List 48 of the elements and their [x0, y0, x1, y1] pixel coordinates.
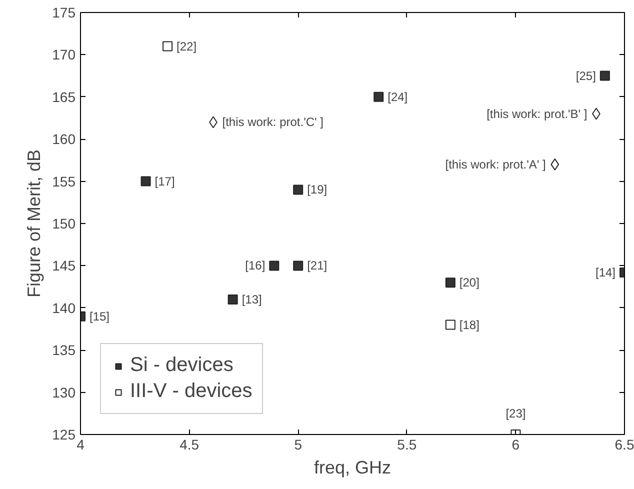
y-tick-label: 170 [52, 46, 76, 63]
annotation: [this work: prot.'C' ] [222, 115, 324, 130]
y-tick-label: 130 [52, 384, 76, 400]
x-tick-label: 5.5 [397, 436, 417, 452]
annotation: [14] [595, 265, 616, 280]
y-tick-label: 125 [52, 426, 76, 442]
annotation: [25] [576, 68, 596, 83]
x-tick-label: 4.5 [180, 436, 200, 452]
y-tick-label: 155 [52, 173, 76, 190]
annotation: [16] [245, 258, 266, 273]
x-tick-label: 6 [512, 436, 520, 452]
annotation: [this work: prot.'B' ] [486, 106, 588, 121]
annotation: [22] [176, 39, 197, 54]
point [162, 41, 173, 52]
x-tick-label: 5 [294, 436, 302, 452]
annotation: [24] [388, 90, 408, 104]
y-axis-title: Figure of Merit, dB [24, 149, 44, 298]
x-tick-label: 4 [76, 436, 85, 452]
point [445, 320, 456, 330]
y-tick-label: 145 [52, 258, 76, 274]
annotation: [23] [506, 406, 526, 420]
annotation: [13] [242, 292, 262, 306]
y-tick-label: 150 [52, 216, 76, 232]
point [445, 278, 456, 288]
point [374, 92, 384, 102]
annotation: [this work: prot.'A' ] [445, 157, 546, 172]
annotation: [17] [154, 174, 175, 188]
x-axis-title: freq, GHz [314, 458, 392, 478]
annotation: [19] [307, 182, 328, 197]
point [140, 176, 151, 186]
legend-label: Si - devices [130, 354, 234, 377]
point [228, 294, 238, 304]
annotation: [15] [90, 309, 110, 324]
point [600, 70, 610, 81]
y-tick-label: 140 [52, 300, 76, 316]
point [550, 158, 560, 170]
point [293, 184, 304, 195]
y-tick-label: 160 [52, 131, 76, 148]
annotation: [21] [307, 258, 328, 273]
x-tick-label: 6.5 [614, 436, 634, 452]
y-tick-label: 135 [52, 342, 76, 358]
point [269, 260, 280, 271]
point [293, 260, 304, 271]
legend-label: III-V - devices [130, 380, 252, 403]
annotation: [20] [459, 276, 480, 290]
annotation: [18] [459, 318, 480, 332]
y-tick-label: 165 [52, 88, 76, 105]
y-tick-label: 175 [52, 4, 76, 20]
